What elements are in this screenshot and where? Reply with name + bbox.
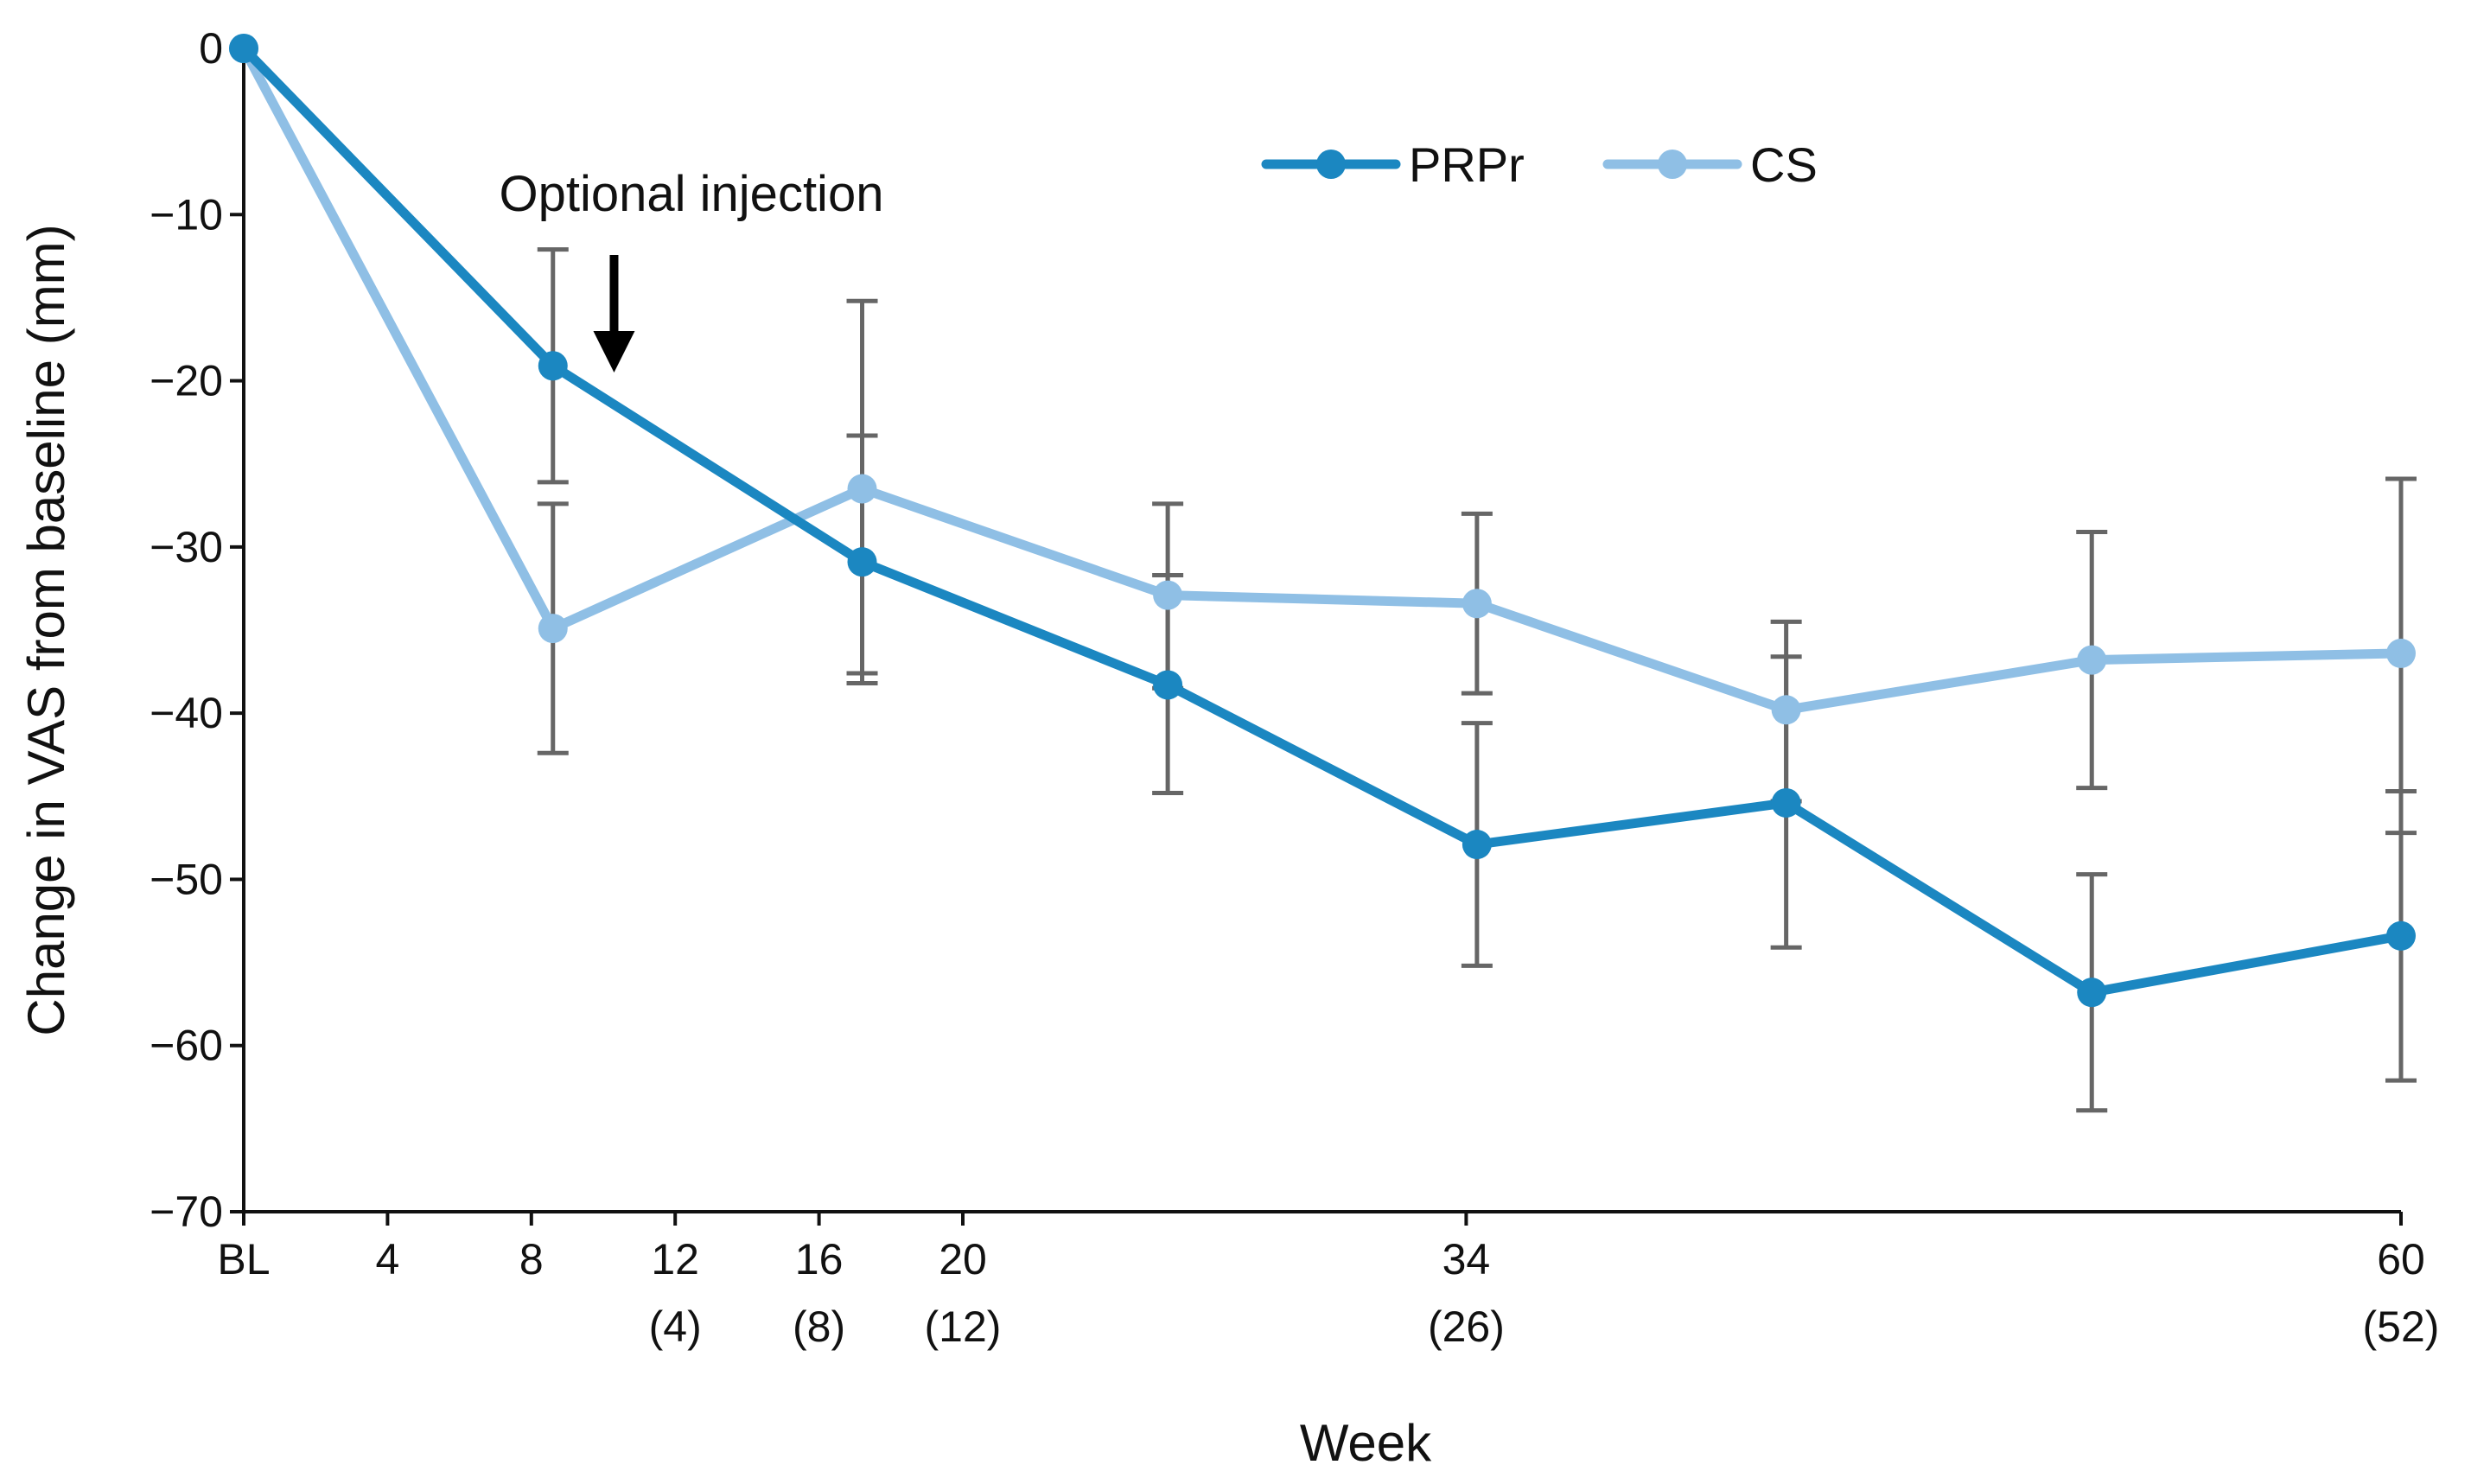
- y-tick-label: −30: [150, 523, 223, 571]
- x-axis-title: Week: [1300, 1414, 1432, 1472]
- data-point-cs: [847, 474, 877, 504]
- axes-layer: [242, 40, 2401, 1213]
- y-tick-label: −10: [150, 190, 223, 239]
- data-point-cs: [2386, 638, 2416, 668]
- annotation: Optional injection: [500, 166, 884, 373]
- data-point-prpr: [1462, 830, 1492, 860]
- x-tick-sublabel: (26): [1428, 1302, 1505, 1351]
- x-tick-label: 60: [2377, 1235, 2425, 1283]
- arrow-head-icon: [593, 330, 635, 373]
- data-point-prpr: [1153, 670, 1183, 700]
- data-point-prpr: [229, 34, 258, 63]
- series-line-prpr: [239, 43, 2406, 997]
- data-point-prpr: [2386, 920, 2416, 951]
- x-ticks: BL 4 8 12 (4) 16 (8) 20 (12) 34 (26) 60 (52): [217, 1212, 2439, 1351]
- x-tick-label: 34: [1442, 1235, 1491, 1283]
- y-ticks: 0 −10 −20 −30 −40 −50 −60 −70: [150, 24, 244, 1236]
- legend-label-cs: CS: [1750, 137, 1818, 192]
- data-point-cs: [538, 614, 568, 644]
- data-point-cs: [1462, 589, 1492, 619]
- x-tick-sublabel: (8): [793, 1302, 845, 1351]
- data-point-cs: [2077, 645, 2107, 675]
- y-tick-label: −60: [150, 1022, 223, 1070]
- y-tick-label: −40: [150, 689, 223, 737]
- x-tick-label: 20: [939, 1235, 987, 1283]
- data-point-prpr: [2077, 978, 2107, 1008]
- annotation-label: Optional injection: [500, 166, 884, 222]
- y-tick-label: −50: [150, 855, 223, 903]
- series-line-cs: [239, 43, 2406, 715]
- y-axis-title: Change in VAS from baseline (mm): [17, 224, 75, 1035]
- x-tick-label: 12: [651, 1235, 699, 1283]
- legend-marker-prpr: [1316, 150, 1346, 179]
- x-tick-label: BL: [217, 1235, 270, 1283]
- legend: PRPr CS: [1261, 137, 1818, 192]
- x-tick-sublabel: (12): [925, 1302, 1002, 1351]
- y-tick-label: −20: [150, 357, 223, 405]
- data-point-prpr: [1771, 787, 1801, 818]
- y-tick-label: 0: [199, 24, 223, 73]
- data-point-prpr: [847, 547, 877, 577]
- x-tick-label: 4: [375, 1235, 399, 1283]
- legend-marker-cs: [1658, 150, 1687, 179]
- x-tick-label: 16: [795, 1235, 844, 1283]
- data-point-cs: [1771, 695, 1801, 725]
- x-tick-sublabel: (52): [2363, 1302, 2440, 1351]
- series-layer: [229, 34, 2416, 1008]
- data-point-cs: [1153, 580, 1183, 610]
- data-point-prpr: [538, 351, 568, 381]
- x-tick-sublabel: (4): [649, 1302, 702, 1351]
- legend-label-prpr: PRPr: [1409, 137, 1525, 192]
- x-tick-label: 8: [519, 1235, 544, 1283]
- y-tick-label: −70: [150, 1188, 223, 1236]
